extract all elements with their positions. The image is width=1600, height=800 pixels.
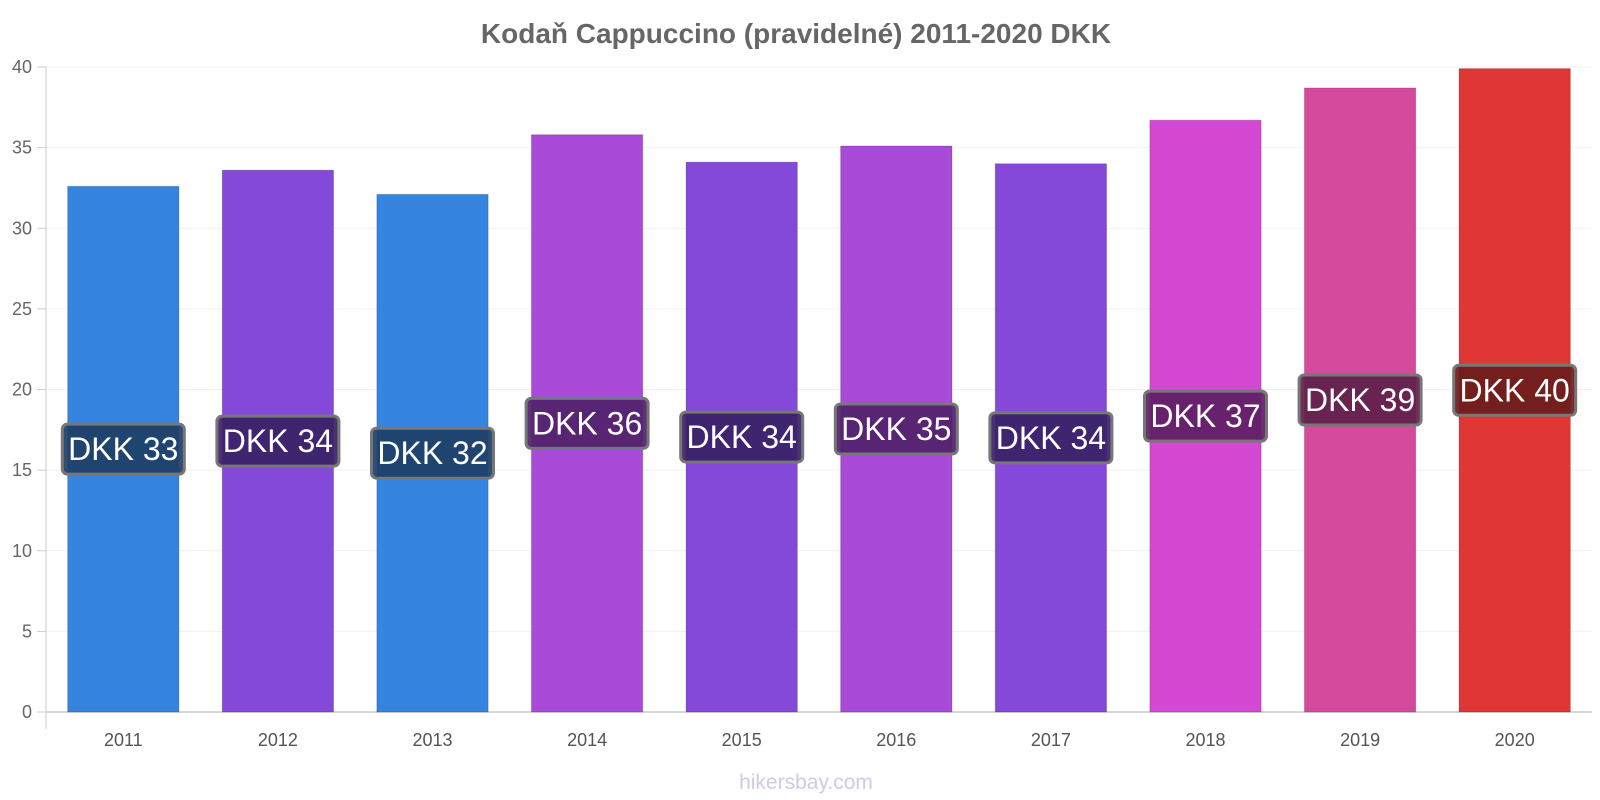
data-label-box: [60, 422, 186, 476]
y-tick-label: 25: [12, 299, 32, 319]
x-tick-label: 2016: [876, 730, 916, 750]
data-label: DKK 34: [223, 423, 333, 459]
y-tick-label: 30: [12, 218, 32, 238]
x-tick-label: 2018: [1185, 730, 1225, 750]
data-label: DKK 32: [377, 435, 487, 471]
data-label: DKK 34: [996, 420, 1106, 456]
data-label-box: [1143, 389, 1268, 443]
x-axis: 2011 2012 2013 2014 2015 2016 2017 2018 2019 2020: [46, 711, 1592, 750]
data-label: DKK 33: [68, 431, 178, 467]
data-label: DKK 39: [1305, 382, 1415, 418]
data-label: DKK 35: [841, 411, 951, 447]
y-tick-label: 5: [22, 621, 32, 641]
x-tick-label: 2014: [567, 730, 607, 750]
watermark: hikersbay.com: [739, 771, 873, 794]
x-tick-label: 2015: [722, 730, 762, 750]
data-label: DKK 40: [1460, 372, 1570, 408]
data-label: DKK 34: [687, 419, 797, 455]
y-tick-label: 10: [12, 541, 32, 561]
x-tick-label: 2012: [258, 730, 298, 750]
data-label-box: [1297, 373, 1423, 427]
x-tick-label: 2019: [1340, 730, 1380, 750]
data-label-box: [370, 426, 495, 480]
y-axis: 0 5 10 15 20 25 30 35 40: [12, 57, 47, 729]
y-tick-label: 20: [12, 380, 32, 400]
x-tick-label: 2013: [412, 730, 452, 750]
data-labels: DKK 33 DKK 34 DKK 32 DKK 36 DKK 34 DKK 35 DKK …: [60, 363, 1578, 480]
chart-title: Kodaň Cappuccino (pravidelné) 2011-2020 …: [481, 18, 1111, 49]
data-label-box: [1452, 363, 1578, 417]
data-label-box: [679, 410, 805, 464]
data-label-box: [988, 411, 1114, 465]
x-tick-label: 2020: [1495, 730, 1535, 750]
data-label: DKK 37: [1150, 398, 1260, 434]
data-label-box: [524, 396, 650, 450]
x-tick-label: 2017: [1031, 730, 1071, 750]
data-label-box: [833, 402, 959, 456]
y-tick-label: 35: [12, 138, 32, 158]
y-tick-label: 15: [12, 460, 32, 480]
y-tick-label: 0: [22, 702, 32, 722]
data-label-box: [215, 414, 341, 468]
y-tick-label: 40: [12, 57, 32, 77]
x-tick-label: 2011: [104, 730, 143, 750]
data-label: DKK 36: [532, 405, 642, 441]
